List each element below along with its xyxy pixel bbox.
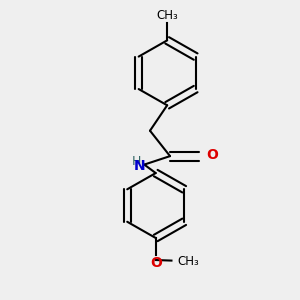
Text: CH₃: CH₃: [177, 256, 199, 268]
Text: N: N: [134, 159, 146, 173]
Text: H: H: [132, 155, 141, 168]
Text: O: O: [150, 256, 162, 270]
Text: O: O: [206, 148, 218, 162]
Text: CH₃: CH₃: [156, 9, 178, 22]
